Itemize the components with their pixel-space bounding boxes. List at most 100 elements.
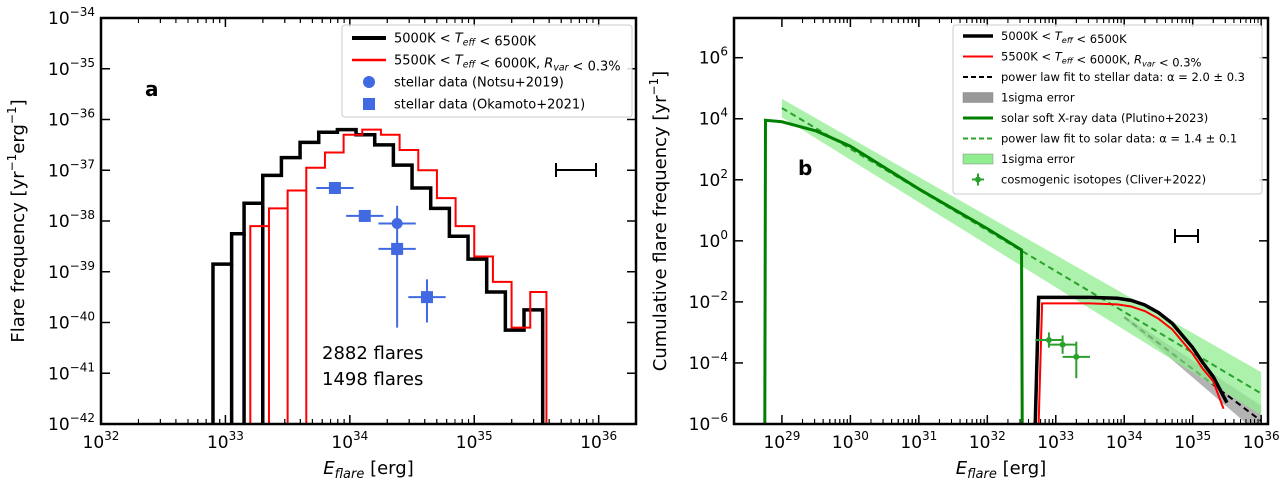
tick-exp: −36: [70, 107, 95, 121]
tick-base: 10: [331, 433, 353, 453]
tick-exp: −34: [70, 5, 95, 19]
legend-label: solar soft X-ray data (Plutino+2023): [1001, 111, 1208, 125]
tick-base: 10: [48, 415, 70, 435]
data-point-marker: [1059, 341, 1066, 348]
legend-text-part: stellar data (Notsu+2019): [394, 76, 564, 91]
legend-text-part: 5000K <: [1001, 29, 1055, 43]
data-point-marker: [391, 242, 404, 255]
legend-box: [952, 24, 1263, 195]
x-axis-label: Eflare [erg]: [956, 458, 1046, 482]
legend-text-sub: eff: [1062, 35, 1074, 45]
x-tick-label: 1030: [832, 429, 869, 453]
legend-text-part: < 0.3%: [1155, 56, 1201, 70]
tick-base: 10: [48, 364, 70, 384]
y-tick-label: 10−41: [48, 360, 95, 384]
x-tick-label: 1032: [969, 429, 1006, 453]
tick-exp: −35: [70, 56, 95, 70]
tick-base: 10: [48, 111, 70, 131]
y-tick-label: 10−37: [48, 157, 95, 181]
legend-text-part: < 6500K: [1073, 32, 1127, 46]
legend-text-sub: var: [553, 63, 569, 74]
y-tick-label: 10−34: [48, 5, 95, 29]
x-tick-label: 1035: [1174, 429, 1211, 453]
legend-label: cosmogenic isotopes (Cliver+2022): [1001, 173, 1206, 187]
tick-exp: 4: [720, 106, 728, 120]
tick-exp: 34: [353, 429, 368, 443]
legend-text-part: power law fit to stellar data: α = 2.0 ±…: [1001, 70, 1245, 84]
tick-base: 10: [763, 433, 785, 453]
tick-base: 10: [689, 293, 711, 313]
x-tick-label: 1033: [207, 429, 244, 453]
tick-exp: 34: [1127, 429, 1142, 443]
tick-base: 10: [1106, 433, 1128, 453]
data-point-marker: [391, 218, 403, 230]
legend-handle: [962, 153, 994, 165]
legend-label: 5000K < Teff < 6500K: [394, 32, 536, 50]
panel-a: 1032 1033 1034 1035 103610−4210−4110−4010−39…: [5, 5, 638, 482]
tick-exp: −38: [70, 208, 95, 222]
label-sup: −1: [5, 106, 19, 124]
tick-exp: 30: [854, 429, 869, 443]
label-part: Cumulative flare frequency [yr: [650, 95, 671, 371]
y-tick-label: 10−6: [689, 411, 728, 435]
y-tick-label: 10−4: [689, 350, 728, 374]
tick-exp: −4: [710, 350, 728, 364]
legend-label: 5000K < Teff < 6500K: [1001, 29, 1127, 46]
series-line: [763, 118, 1024, 424]
y-tick-label: 10−42: [48, 411, 95, 435]
label-part: E: [956, 458, 968, 479]
legend-text-part: < 6000K,: [1073, 53, 1134, 67]
tick-base: 10: [48, 9, 70, 29]
panel-label: b: [798, 156, 812, 180]
x-tick-label: 1031: [900, 429, 937, 453]
tick-exp: 6: [720, 45, 728, 59]
tick-exp: 0: [720, 228, 728, 242]
legend-text-sub: eff: [1062, 56, 1074, 66]
label-part: erg: [8, 124, 29, 154]
y-tick-label: 10−36: [48, 107, 95, 131]
series-line: [1033, 295, 1229, 424]
legend-label: power law fit to solar data: α = 1.4 ± 0…: [1001, 132, 1237, 146]
tick-base: 10: [699, 49, 721, 69]
legend-text-part: cosmogenic isotopes (Cliver+2022): [1001, 173, 1206, 187]
tick-base: 10: [900, 433, 922, 453]
legend-label: stellar data (Okamoto+2021): [394, 98, 585, 113]
y-tick-label: 100: [699, 228, 728, 252]
tick-base: 10: [456, 433, 478, 453]
tick-exp: 2: [720, 167, 728, 181]
tick-exp: −2: [710, 289, 728, 303]
x-tick-label: 1032: [83, 429, 120, 453]
tick-exp: 33: [1059, 429, 1074, 443]
tick-exp: 32: [104, 429, 119, 443]
plot-area: [211, 127, 548, 424]
tick-base: 10: [48, 60, 70, 80]
tick-exp: −42: [70, 411, 95, 425]
legend-text-part: T: [455, 54, 464, 69]
label-part: [erg]: [364, 458, 413, 479]
tick-exp: 35: [477, 429, 492, 443]
legend-text-part: 5500K <: [394, 54, 455, 69]
legend-text-part: solar soft X-ray data (Plutino+2023): [1001, 111, 1208, 125]
legend-box: [341, 24, 633, 118]
x-tick-label: 1029: [763, 429, 800, 453]
label-sub: flare: [335, 467, 365, 482]
legend-text-sub: eff: [463, 38, 477, 49]
data-point-marker: [1045, 337, 1052, 344]
y-tick-label: 10−35: [48, 56, 95, 80]
tick-base: 10: [48, 314, 70, 334]
tick-exp: 31: [922, 429, 937, 443]
legend-text-part: 1sigma error: [1001, 91, 1075, 105]
tick-base: 10: [1174, 433, 1196, 453]
y-tick-label: 10−2: [689, 289, 728, 313]
tick-exp: −37: [70, 157, 95, 171]
tick-base: 10: [969, 433, 991, 453]
label-sub: flare: [967, 467, 997, 482]
tick-base: 10: [1037, 433, 1059, 453]
x-tick-label: 1035: [456, 429, 493, 453]
legend-text-part: T: [1055, 50, 1063, 64]
axes-frame: [732, 16, 1270, 426]
x-tick-label: 1034: [1106, 429, 1143, 453]
data-point-marker: [1073, 353, 1080, 360]
legend-text-part: stellar data (Okamoto+2021): [394, 98, 585, 113]
